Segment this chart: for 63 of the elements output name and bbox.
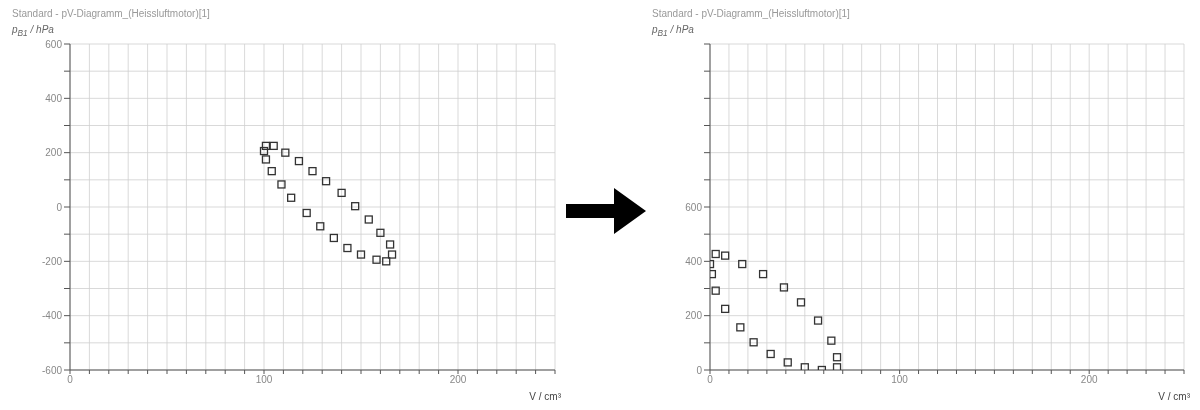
x-tick-label: 200 (449, 374, 467, 386)
point (376, 228, 385, 237)
point (321, 177, 331, 186)
point (337, 188, 346, 198)
point (796, 298, 806, 307)
y-tick-label: 600 (685, 201, 703, 213)
point (766, 349, 775, 359)
y-axis-title: p$_{B1}$ / hPa (12, 24, 54, 38)
point (711, 249, 720, 259)
point (351, 202, 360, 211)
point (356, 250, 366, 259)
y-tick-label: 0 (696, 364, 703, 376)
y-tick-label: -200 (41, 255, 63, 267)
point (308, 166, 317, 176)
y-tick-label: 400 (685, 255, 703, 267)
point (302, 208, 311, 218)
point (832, 363, 842, 370)
point (316, 222, 325, 231)
point (269, 141, 278, 151)
point (277, 180, 286, 189)
point (736, 323, 745, 332)
point (813, 316, 823, 325)
x-tick-label: 0 (67, 374, 74, 386)
point (711, 286, 720, 295)
y-tick-label: 200 (45, 147, 63, 159)
point (783, 358, 792, 367)
point (758, 269, 768, 279)
x-axis-title: V / cm³ (1158, 391, 1190, 402)
point (721, 304, 730, 314)
point (261, 155, 271, 164)
point (738, 259, 747, 269)
x-tick-label: 100 (891, 374, 909, 386)
y-tick-label: -600 (41, 364, 63, 376)
point (827, 336, 836, 345)
point (259, 146, 269, 156)
x-tick-label: 100 (255, 374, 273, 386)
x-tick-label: 0 (707, 374, 714, 386)
point (832, 353, 842, 362)
point (385, 240, 395, 249)
point (382, 257, 391, 266)
point (721, 251, 730, 260)
y-tick-label: -400 (41, 310, 63, 322)
point (287, 193, 296, 202)
point (267, 166, 276, 176)
chart-title: Standard - pV-Diagramm_(Heissluftmotor)[1] (12, 8, 210, 19)
point (364, 215, 373, 224)
point (343, 243, 352, 253)
point (329, 233, 338, 243)
x-axis-title: V / cm³ (529, 391, 561, 402)
point (261, 141, 271, 151)
y-axis-title: p$_{B1}$ / hPa (652, 24, 694, 38)
y-tick-label: 400 (45, 92, 63, 104)
point (387, 250, 397, 259)
point (749, 338, 758, 347)
y-tick-label: 600 (45, 38, 63, 50)
y-tick-label: 0 (56, 201, 63, 213)
y-tick-label: 200 (685, 310, 703, 322)
point (281, 148, 290, 157)
point (294, 156, 304, 166)
x-tick-label: 200 (1080, 374, 1098, 386)
point (779, 283, 789, 292)
point (372, 255, 381, 264)
chart-title: Standard - pV-Diagramm_(Heissluftmotor)[1] (652, 8, 850, 19)
